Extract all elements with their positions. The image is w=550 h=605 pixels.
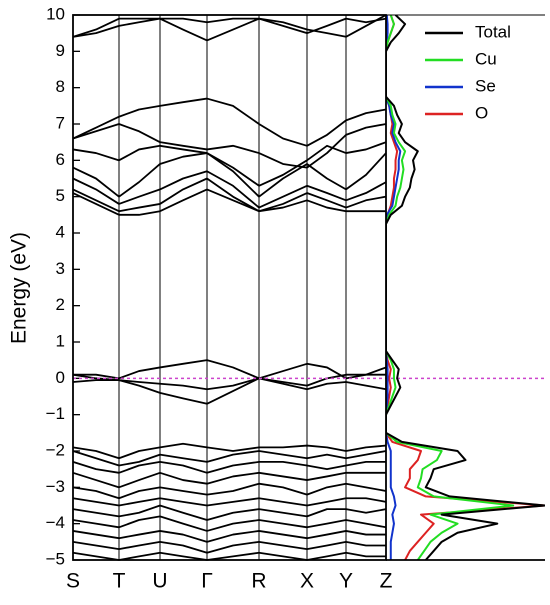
band-line (72, 177, 387, 213)
dos-curves (386, 15, 545, 560)
band-line (72, 141, 387, 187)
band-line (72, 540, 386, 554)
band-line (72, 152, 387, 198)
band-line (72, 482, 387, 500)
x-tick-label: Y (339, 570, 353, 593)
band-line (72, 170, 387, 209)
x-tick-label: S (66, 570, 80, 593)
legend-label: O (475, 103, 488, 122)
x-tick-label: Z (380, 570, 393, 593)
band-line (72, 551, 386, 561)
y-tick-label: −2 (46, 440, 65, 459)
plot-frame (72, 14, 387, 561)
y-tick-label: 2 (56, 295, 65, 314)
y-tick-label: 5 (56, 186, 65, 205)
band-line (72, 17, 387, 42)
y-tick-label: −1 (46, 404, 65, 423)
dos-line (386, 15, 515, 560)
y-tick-label: 0 (56, 368, 65, 387)
y-tick-label: 7 (56, 113, 65, 132)
band-line (72, 14, 387, 38)
band-line (72, 504, 387, 521)
band-line (72, 188, 386, 216)
x-tick-label: T (113, 570, 126, 593)
band-line (72, 461, 386, 474)
x-tick-label: U (152, 570, 167, 593)
y-tick-label: 4 (56, 222, 65, 241)
y-tick-label: 6 (56, 150, 65, 169)
dos-line (386, 15, 545, 560)
legend-label: Total (475, 22, 511, 41)
band-line (72, 373, 386, 391)
band-line (72, 450, 387, 467)
band-line (72, 471, 386, 489)
y-tick-label: 3 (56, 259, 65, 278)
band-line (72, 97, 387, 147)
y-tick-label: 10 (46, 4, 65, 23)
dos-line (386, 15, 402, 560)
dos-line (386, 15, 545, 560)
band-line (72, 497, 387, 507)
x-tick-label: R (251, 570, 266, 593)
y-tick-label: −5 (46, 549, 65, 568)
y-axis-label: Energy (eV) (8, 232, 31, 344)
y-tick-label: −4 (46, 513, 65, 532)
x-tick-label: Γ (201, 570, 213, 593)
band-line (72, 123, 387, 169)
band-line (72, 442, 387, 460)
band-line (72, 377, 387, 405)
y-tick-label: 8 (56, 77, 65, 96)
band-line (72, 530, 386, 543)
legend-label: Se (475, 76, 496, 95)
y-tick-label: 1 (56, 331, 65, 350)
x-tick-label: X (300, 570, 314, 593)
band-line (72, 515, 387, 532)
legend-label: Cu (475, 49, 497, 68)
y-tick-label: 9 (56, 41, 65, 60)
y-tick-label: −3 (46, 477, 65, 496)
band-line (73, 359, 387, 380)
